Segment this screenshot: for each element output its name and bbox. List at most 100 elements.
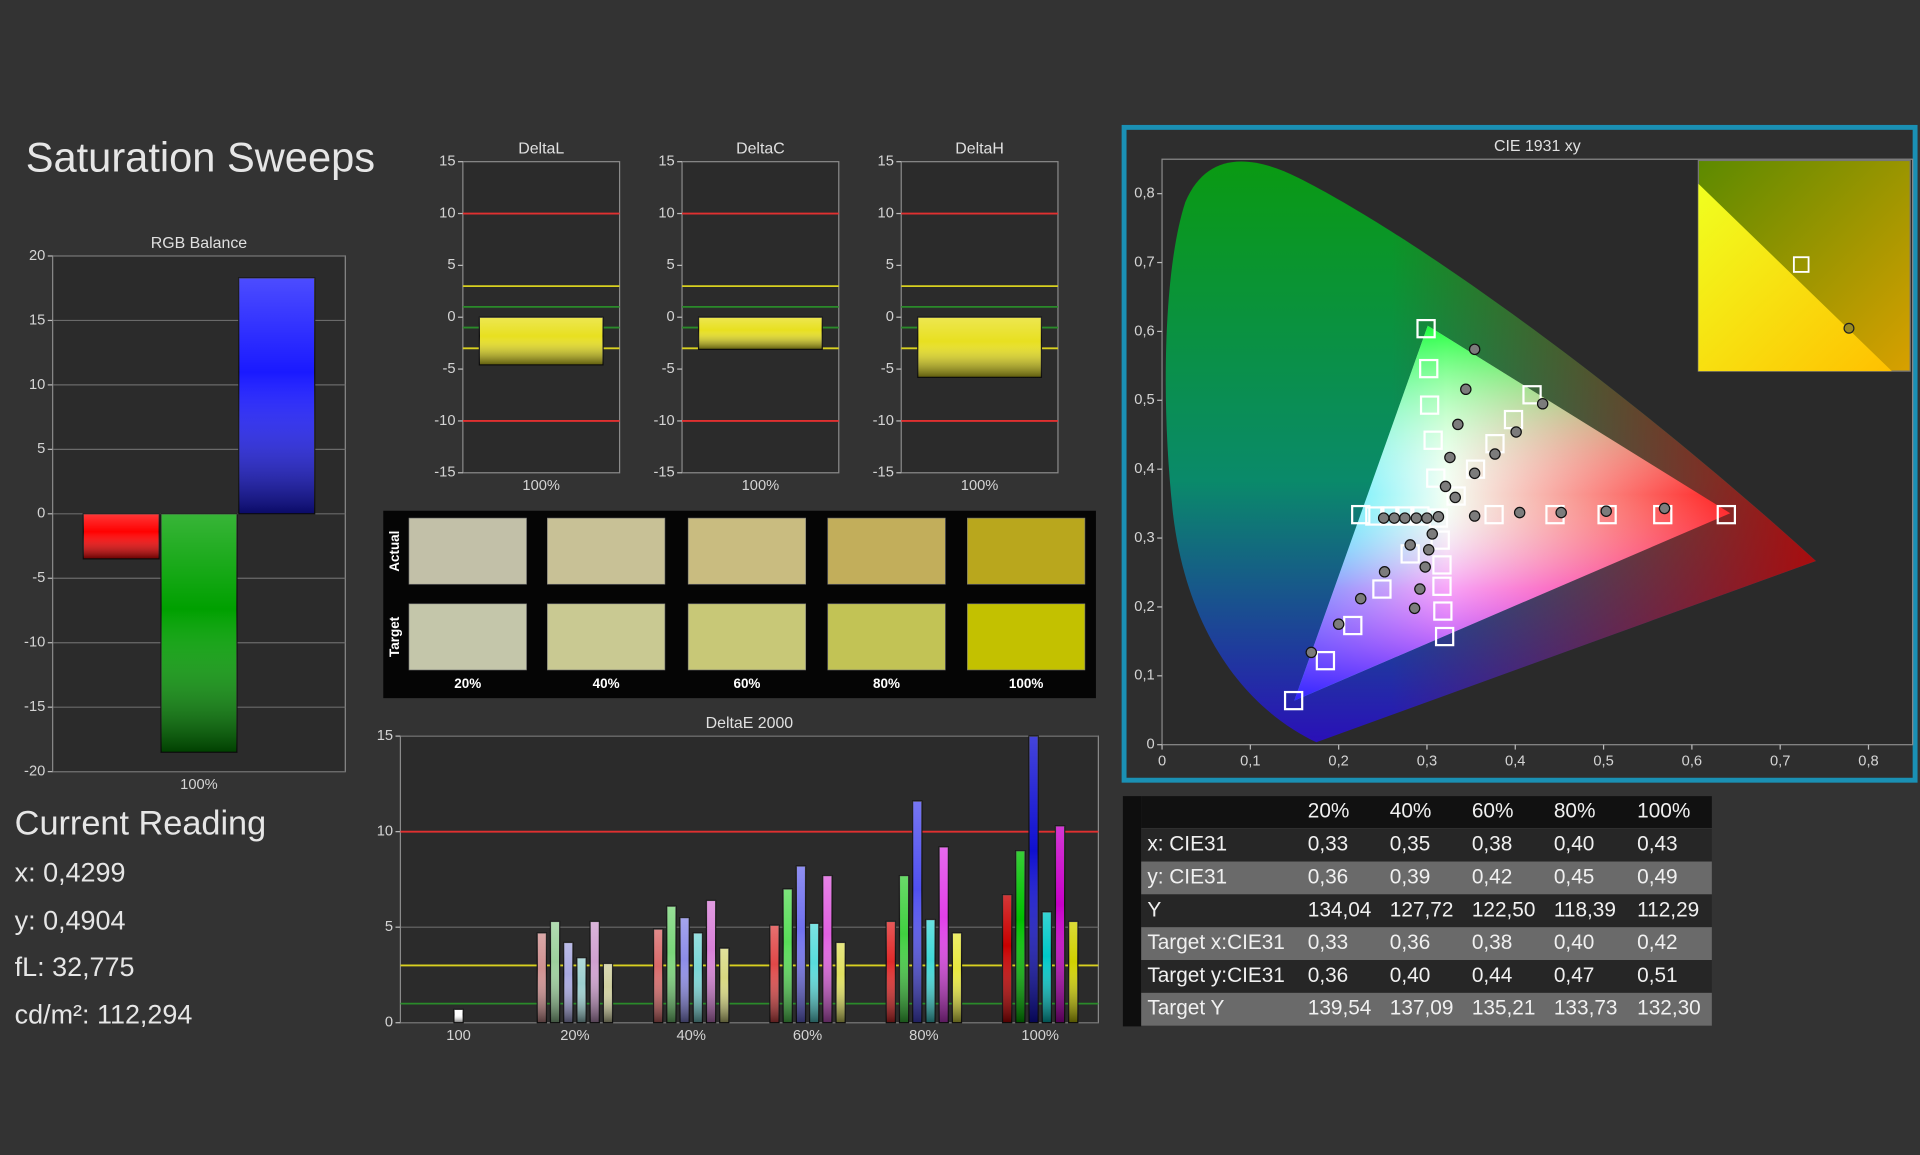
measured-point	[1422, 544, 1435, 556]
table-cell: 139,54	[1308, 997, 1372, 1020]
table-cell: 0,36	[1308, 964, 1348, 987]
measured-point	[1399, 512, 1411, 524]
measured-point	[1388, 512, 1401, 524]
x-tick-label: 0,4	[1505, 754, 1525, 770]
table-header: 20%	[1308, 800, 1350, 823]
bar-shade	[706, 900, 716, 1023]
table-cell: 0,39	[1390, 865, 1430, 888]
y-tick-label: 5	[447, 257, 455, 273]
bar-shade	[653, 929, 663, 1023]
target-point	[1419, 395, 1440, 415]
y-tick-label: 15	[377, 728, 393, 744]
table-cell: 122,50	[1472, 898, 1536, 921]
table-cell: 0,36	[1390, 931, 1430, 954]
x-tick-label: 0,2	[1328, 754, 1348, 770]
target-point	[1446, 486, 1466, 506]
bar-shade	[666, 906, 676, 1023]
table-cell: 0,40	[1554, 833, 1594, 856]
y-tick-label: 10	[29, 377, 45, 393]
table-cell: 0,43	[1637, 833, 1677, 856]
swatch	[687, 517, 807, 585]
bar-shade	[1002, 894, 1012, 1023]
bar-shade	[550, 921, 560, 1023]
y-tick-label: -15	[653, 465, 674, 481]
swatch	[827, 517, 946, 585]
y-tick-label: 10	[658, 205, 674, 221]
table-cell: 118,39	[1554, 898, 1616, 921]
y-tick-label: -5	[881, 361, 894, 377]
measured-point	[1468, 467, 1481, 480]
bar-shade	[693, 932, 703, 1023]
bar-shade	[1015, 850, 1025, 1023]
target-point	[1434, 626, 1455, 647]
plot-area	[399, 735, 1099, 1024]
bar-shade	[912, 801, 922, 1023]
table-cell: 0,40	[1554, 931, 1594, 954]
x-tick-label: 100	[446, 1028, 471, 1044]
target-point	[1426, 468, 1446, 488]
target-point	[1351, 504, 1371, 525]
y-tick-label: -5	[442, 361, 455, 377]
measured-point	[1555, 506, 1567, 519]
table-row-bg	[1141, 894, 1712, 928]
y-tick-label: 0,8	[1134, 186, 1154, 202]
swatch	[547, 603, 666, 671]
chart-title: DeltaE 2000	[706, 715, 794, 732]
target-point	[1315, 650, 1336, 671]
zoom-measured	[1843, 322, 1855, 334]
table-header: 40%	[1390, 800, 1432, 823]
x-tick-label: 0,6	[1682, 754, 1702, 770]
table-cell: 0,33	[1308, 833, 1348, 856]
bar-shade	[836, 942, 846, 1023]
swatch-column-label: 60%	[733, 676, 760, 691]
bar-shade	[1055, 825, 1065, 1023]
table-header: 80%	[1554, 800, 1596, 823]
table-cell: 135,21	[1472, 997, 1536, 1020]
x-tick-label: 0,7	[1770, 754, 1790, 770]
table-cell: 0,42	[1637, 931, 1677, 954]
y-tick-label: -10	[24, 635, 45, 651]
measured-point	[1377, 512, 1390, 524]
target-point	[1372, 579, 1392, 599]
measured-point	[1414, 583, 1426, 595]
bar-shade	[1029, 736, 1039, 1023]
swatch-column-label: 80%	[873, 676, 900, 691]
target-point	[1419, 358, 1439, 379]
reading-line: cd/m²: 112,294	[15, 1000, 193, 1030]
chart-title: DeltaC	[736, 141, 785, 158]
measured-point	[1408, 602, 1421, 615]
chart-title: CIE 1931 xy	[1494, 138, 1581, 155]
measured-point	[1410, 512, 1423, 524]
bar-shade	[238, 277, 315, 514]
swatch	[827, 603, 946, 671]
measured-point	[1354, 592, 1367, 605]
bar-shade	[917, 317, 1042, 378]
y-tick-label: -5	[32, 570, 45, 586]
chart-title: RGB Balance	[151, 235, 248, 252]
table-header: 60%	[1472, 800, 1514, 823]
swatch-column-label: 20%	[454, 676, 481, 691]
x-tick-label: 80%	[909, 1028, 938, 1044]
measured-point	[1421, 512, 1433, 524]
measured-point	[1404, 539, 1416, 551]
y-tick-label: 0,6	[1134, 323, 1154, 339]
y-tick-label: 0	[37, 506, 45, 522]
table-cell: 133,73	[1554, 997, 1618, 1020]
bar-shade	[769, 925, 780, 1023]
bar-shade	[161, 513, 237, 753]
table-cell: 132,30	[1637, 997, 1701, 1020]
chart-title: DeltaH	[955, 141, 1004, 158]
swatch-row-label: Target	[387, 616, 402, 657]
measured-point	[1536, 397, 1549, 410]
x-tick-label: 20%	[560, 1028, 589, 1044]
bar-shade	[698, 317, 823, 350]
measured-point	[1332, 618, 1345, 630]
table-header: 100%	[1637, 800, 1690, 823]
swatch	[408, 517, 527, 585]
y-tick-label: 10	[439, 205, 455, 221]
y-tick-label: 15	[29, 312, 45, 328]
table-cell: 0,42	[1472, 865, 1512, 888]
table-row-bg	[1141, 828, 1712, 862]
table-row-bg	[1141, 861, 1712, 895]
zoom-target	[1792, 256, 1810, 273]
